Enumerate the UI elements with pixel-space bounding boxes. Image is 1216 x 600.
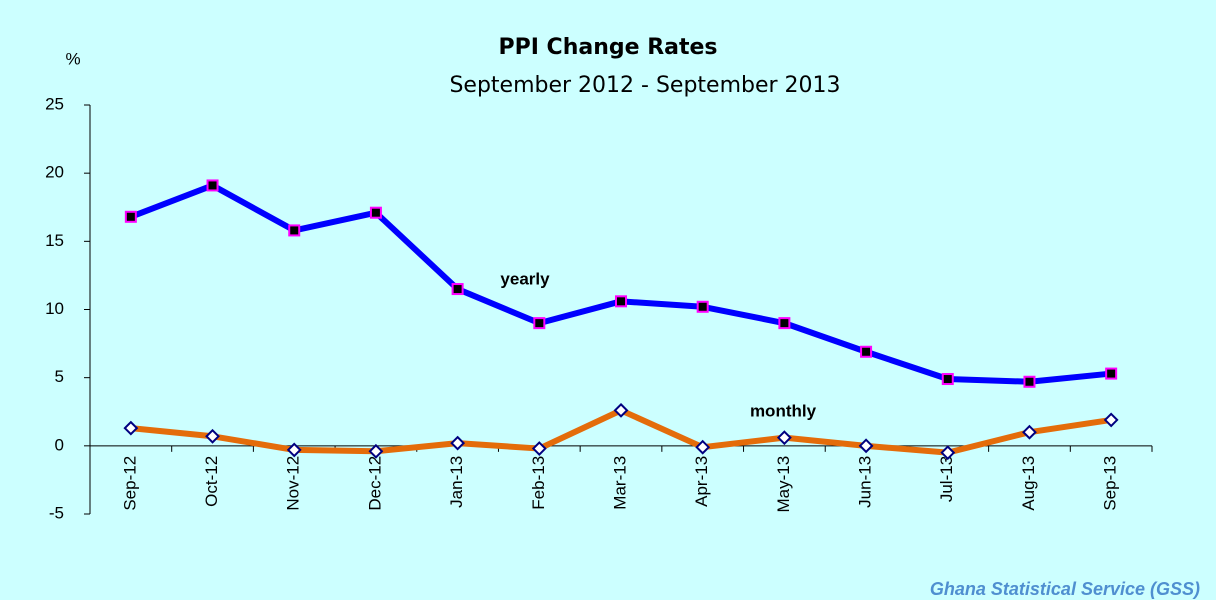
marker [1103,412,1119,428]
y-tick-label: 20 [45,163,64,182]
marker [450,435,466,451]
marker [696,300,709,313]
x-tick-label: Mar-13 [610,456,629,510]
marker [1023,375,1036,388]
marker [368,443,384,459]
marker [613,402,629,418]
marker [1022,424,1037,440]
x-tick-label: Dec-12 [365,456,384,511]
x-tick-label: Aug-13 [1019,456,1038,511]
marker [695,439,711,455]
marker [615,295,627,308]
y-axis-label: % [65,49,80,68]
y-tick-label: 5 [55,367,64,386]
marker [531,441,547,456]
marker [860,345,873,358]
marker [776,430,792,446]
x-tick-label: Sep-13 [1101,456,1120,511]
marker [858,438,874,454]
marker [369,206,382,219]
marker [778,317,791,330]
marker [940,445,956,461]
chart-subtitle: September 2012 - September 2013 [449,73,840,98]
marker [288,224,301,237]
y-tick-label: 25 [45,94,64,113]
x-tick-label: Apr-13 [692,456,711,507]
y-tick-label: 10 [45,299,64,318]
series-label: yearly [500,269,550,288]
marker [123,420,139,436]
x-tick-label: Jul-13 [937,456,956,502]
x-tick-label: Nov-12 [284,456,303,511]
x-tick-label: Jan-13 [447,456,466,508]
marker [205,428,220,444]
marker [206,179,219,192]
series-label: monthly [750,401,817,420]
marker [124,210,137,223]
x-tick-label: Jun-13 [856,456,875,508]
y-tick-label: 0 [55,435,64,454]
marker [1105,367,1118,380]
source: Ghana Statistical Service (GSS) [930,579,1200,599]
x-tick-label: Oct-12 [202,456,221,507]
x-tick-label: Feb-13 [529,456,548,510]
y-tick-label: -5 [49,503,64,522]
series-line [129,182,1112,385]
chart-title: PPI Change Rates [498,35,717,60]
marker [533,317,546,330]
marker [451,283,464,296]
marker [941,373,954,386]
y-tick-label: 15 [45,231,64,250]
x-tick-label: May-13 [774,456,793,513]
x-tick-label: Sep-12 [120,456,139,511]
marker [286,442,302,458]
